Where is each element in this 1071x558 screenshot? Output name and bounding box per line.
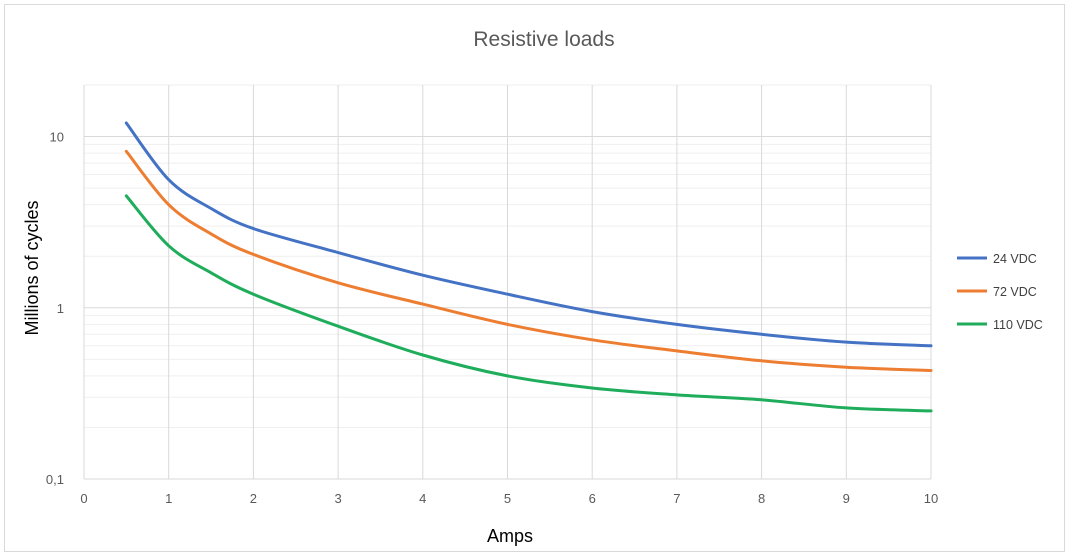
x-tick-label: 10: [924, 491, 938, 506]
y-axis-ticks: 0,1 1 10: [46, 130, 64, 487]
x-axis-ticks: 0 1 2 3 4 5 6 7 8 9 10: [80, 491, 938, 506]
series-line-24-vdc: [124, 121, 933, 348]
series-layer: [124, 121, 933, 413]
x-tick-label: 6: [589, 491, 596, 506]
y-tick-label: 0,1: [46, 472, 64, 487]
x-tick-label: 3: [334, 491, 341, 506]
legend-label-72-vdc: 72 VDC: [993, 285, 1037, 299]
x-tick-label: 8: [758, 491, 765, 506]
chart-title: Resistive loads: [473, 28, 614, 51]
y-tick-label: 1: [57, 301, 64, 316]
x-tick-label: 0: [80, 491, 87, 506]
x-tick-label: 2: [250, 491, 257, 506]
x-tick-label: 9: [843, 491, 850, 506]
x-tick-label: 7: [673, 491, 680, 506]
series-line-110-vdc: [124, 194, 933, 413]
legend: 24 VDC 72 VDC 110 VDC: [957, 252, 1043, 332]
series-line-72-vdc: [124, 149, 933, 372]
x-tick-label: 5: [504, 491, 511, 506]
x-tick-label: 4: [419, 491, 426, 506]
legend-label-24-vdc: 24 VDC: [993, 252, 1037, 266]
legend-label-110-vdc: 110 VDC: [993, 318, 1043, 332]
chart-frame: [4, 4, 1065, 552]
x-axis-title: Amps: [487, 526, 533, 546]
grid: [83, 84, 932, 480]
x-tick-label: 1: [165, 491, 172, 506]
y-axis-title: Millions of cycles: [22, 200, 42, 335]
y-tick-label: 10: [50, 130, 64, 145]
